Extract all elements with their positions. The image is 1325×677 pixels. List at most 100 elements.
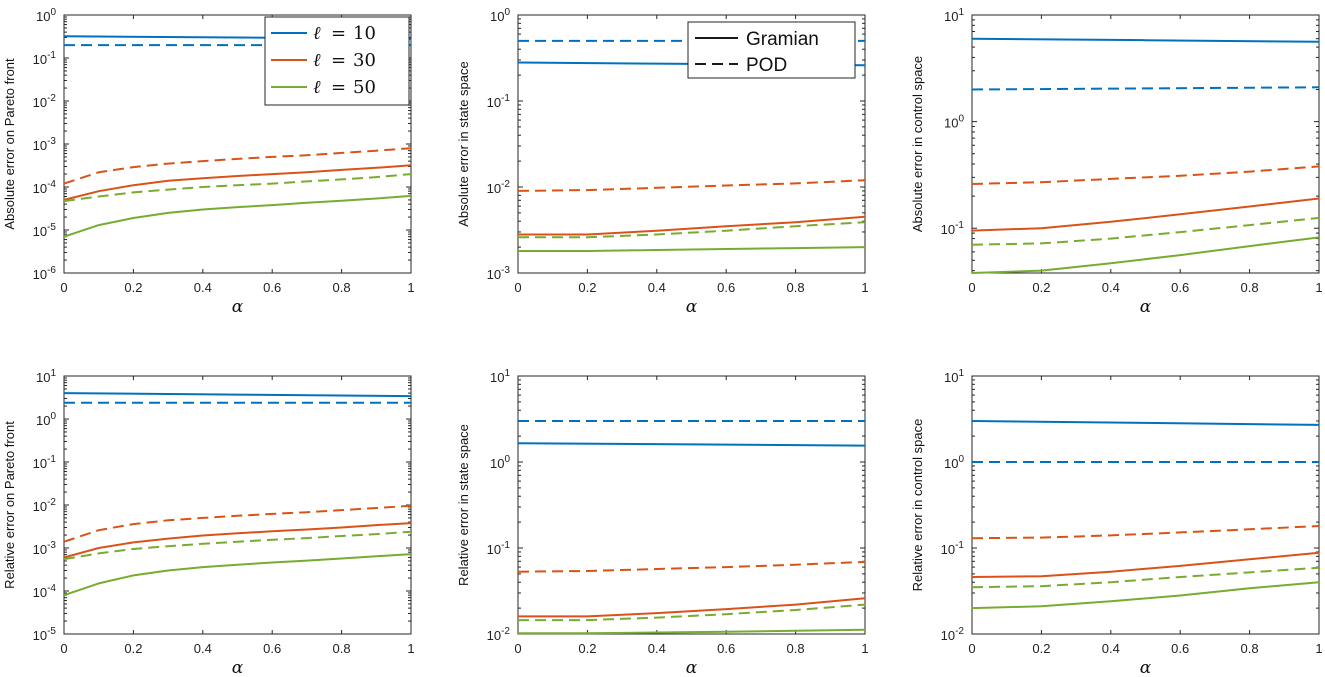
x-tick-label: 0 [514,280,521,295]
x-tick-label: 0 [60,280,67,295]
series-line-green-pod [63,530,412,561]
y-tick-label: 100 [36,7,56,24]
series-line-red-gramian [63,164,412,201]
y-tick-label: 10-2 [487,179,511,196]
x-tick-label: 0.4 [648,280,666,295]
y-tick-label: 10-2 [487,626,511,643]
y-tick-label: 10-4 [33,583,57,600]
x-tick-label: 0.2 [124,280,142,295]
x-tick-label: 1 [407,280,414,295]
legend-method: Gramian POD [687,21,856,79]
plot-frame [63,375,412,635]
x-tick-label: 0.6 [717,641,735,656]
plot-frame [971,14,1320,274]
series-line-green-gramian [63,553,412,597]
y-tick-label: 10-4 [33,179,57,196]
y-tick-label: 101 [944,368,964,385]
x-axis-label: α [232,658,244,677]
legend-ell-num: 30 [353,50,376,71]
series-line-red-gramian [518,215,866,236]
legend-method-label: Gramian [746,29,819,50]
x-tick-label: 1 [407,641,414,656]
series-line-red-gramian [518,597,866,618]
series-line-green-pod [63,173,412,203]
series-line-red-pod [971,525,1320,540]
series-line-red-pod [517,560,866,573]
series-line-red-gramian [971,197,1320,232]
y-tick-label: 100 [490,454,510,471]
y-tick-label: 10-1 [941,220,965,237]
x-tick-label: 0.6 [263,280,281,295]
y-tick-label: 100 [944,114,964,131]
x-tick-label: 1 [1315,280,1322,295]
series-line-blue-gramian [517,442,866,447]
y-tick-label: 10-1 [487,540,511,557]
x-tick-label: 0.8 [787,641,805,656]
x-tick-label: 0.6 [1171,641,1189,656]
series-line-green-pod [971,216,1320,246]
y-tick-label: 10-1 [33,50,57,67]
x-tick-label: 0.2 [578,641,596,656]
y-tick-label: 10-1 [33,454,57,471]
x-tick-label: 0.2 [578,280,596,295]
y-axis-label: Relative error in state space [456,424,471,586]
x-tick-label: 0.6 [1171,280,1189,295]
x-tick-label: 0.4 [648,641,666,656]
legend-ell-num: 10 [353,23,376,44]
series-line-green-gramian [518,246,866,252]
y-axis-label: Relative error in control space [910,419,925,592]
y-tick-label: 10-1 [487,93,511,110]
y-tick-label: 10-2 [33,497,57,514]
series-line-red-pod [517,179,866,192]
y-tick-label: 10-2 [33,93,57,110]
legend-ell-var: ℓ [313,23,321,44]
plot-frame [517,375,866,635]
y-tick-label: 10-6 [33,265,57,282]
series-line-green-pod [971,566,1320,589]
legend-ell-var: ℓ [313,77,321,98]
y-tick-label: 10-5 [33,626,57,643]
legend-ell: ℓ = 10 ℓ = 30 ℓ = 50 [264,16,410,106]
series-line-red-pod [971,165,1320,185]
y-tick-label: 10-1 [941,540,965,557]
panel-3: 10-1 100 101 0 0.2 0.4 0.6 0.8 1 α Absolute error … [910,7,1323,317]
x-tick-label: 0.8 [333,641,351,656]
x-tick-label: 1 [861,280,868,295]
x-tick-label: 1 [861,641,868,656]
panel-4: 10-5 10-4 10-3 10-2 10-1 100 101 0 0.2 0.4 0.6 0.8 1… [2,368,415,677]
series-line-green-gramian [971,236,1320,274]
x-tick-label: 0.4 [194,641,212,656]
y-axis-label: Relative error on Pareto front [2,421,17,589]
y-tick-label: 10-3 [33,136,57,153]
y-axis-label: Absolute error in control space [910,56,925,232]
x-tick-label: 0.8 [1241,280,1259,295]
y-tick-label: 100 [944,454,964,471]
x-tick-label: 0.6 [717,280,735,295]
y-tick-label: 100 [36,411,56,428]
x-tick-label: 0.8 [333,280,351,295]
x-axis-label: α [686,297,698,317]
y-tick-label: 101 [944,7,964,24]
x-tick-label: 0 [60,641,67,656]
x-tick-label: 0.6 [263,641,281,656]
x-tick-label: 0.4 [194,280,212,295]
legend-ell-eq: = [331,23,346,44]
legend-method-label: POD [746,55,787,76]
y-tick-label: 10-2 [941,626,965,643]
series-line-green-gramian [518,628,866,635]
legend-ell-num: 50 [353,77,376,98]
x-tick-label: 0 [514,641,521,656]
x-axis-label: α [686,658,698,677]
legend-ell-var: ℓ [313,50,321,71]
x-tick-label: 0.2 [124,641,142,656]
legend-ell-eq: = [331,50,346,71]
legend-ell-eq: = [331,77,346,98]
y-axis-label: Absolute error in state space [456,61,471,226]
series-line-green-gramian [63,194,412,238]
series-line-red-pod [63,504,412,543]
series-line-blue-gramian [63,392,412,398]
x-tick-label: 0 [968,641,975,656]
x-axis-label: α [1140,658,1152,677]
series-line-blue-pod [971,86,1320,91]
